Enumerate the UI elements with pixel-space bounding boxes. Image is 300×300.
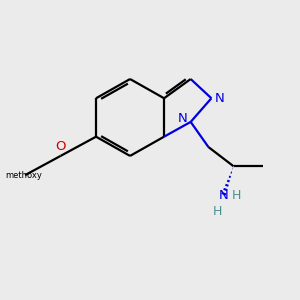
Text: methoxy: methoxy	[5, 171, 42, 180]
Text: N: N	[215, 92, 225, 105]
Text: H: H	[213, 205, 223, 218]
Text: N: N	[218, 189, 228, 202]
Text: O: O	[55, 140, 66, 153]
Text: H: H	[232, 189, 241, 202]
Text: N: N	[178, 112, 188, 125]
